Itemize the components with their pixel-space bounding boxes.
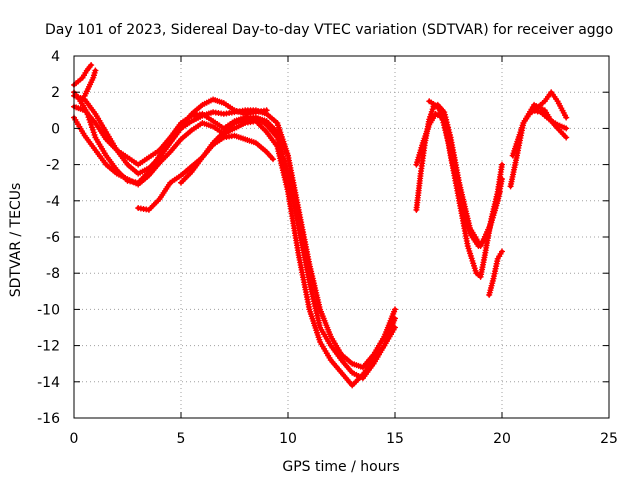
y-tick-label: 4 (51, 49, 60, 65)
x-tick-label: 10 (279, 431, 297, 447)
series-plus-markers (426, 98, 505, 280)
y-tick-label: -12 (37, 339, 60, 355)
chart-title: Day 101 of 2023, Sidereal Day-to-day VTE… (45, 22, 613, 38)
series-sat-7 (71, 62, 95, 88)
y-tick-label: -16 (37, 411, 60, 427)
series-sat-3 (71, 103, 398, 382)
y-tick-label: -2 (46, 158, 60, 174)
series-plus-markers (486, 248, 505, 298)
y-tick-label: -10 (37, 302, 60, 318)
series-plus-markers (528, 89, 570, 121)
series-trace (72, 104, 397, 381)
x-axis-label: GPS time / hours (282, 459, 399, 475)
axis-ticks: 0 5 10 15 20 25 -16 -14 -12 -10 -8 -6 -4 -2 0 2 4 (37, 49, 618, 447)
series-sat-8 (81, 67, 99, 99)
series-sat-6 (178, 114, 291, 186)
series-plus-markers (81, 67, 99, 99)
series-sat-12 (486, 248, 505, 298)
series-sat-15 (528, 89, 570, 121)
x-tick-label: 0 (70, 431, 79, 447)
x-tick-label: 15 (386, 431, 404, 447)
x-tick-label: 5 (177, 431, 186, 447)
y-tick-label: -8 (46, 266, 60, 282)
grid (74, 56, 609, 418)
y-tick-label: -4 (46, 194, 60, 210)
plot-series (71, 62, 570, 389)
y-tick-label: 2 (51, 85, 60, 101)
y-axis-label: SDTVAR / TECUs (8, 183, 24, 298)
y-tick-label: -14 (37, 375, 60, 391)
x-tick-label: 25 (600, 431, 618, 447)
series-sat-11 (426, 98, 505, 280)
x-tick-label: 20 (493, 431, 511, 447)
y-tick-label: -6 (46, 230, 60, 246)
series-plus-markers (71, 103, 398, 382)
series-plus-markers (178, 114, 291, 186)
series-trace (427, 99, 504, 279)
y-tick-label: 0 (51, 121, 60, 137)
